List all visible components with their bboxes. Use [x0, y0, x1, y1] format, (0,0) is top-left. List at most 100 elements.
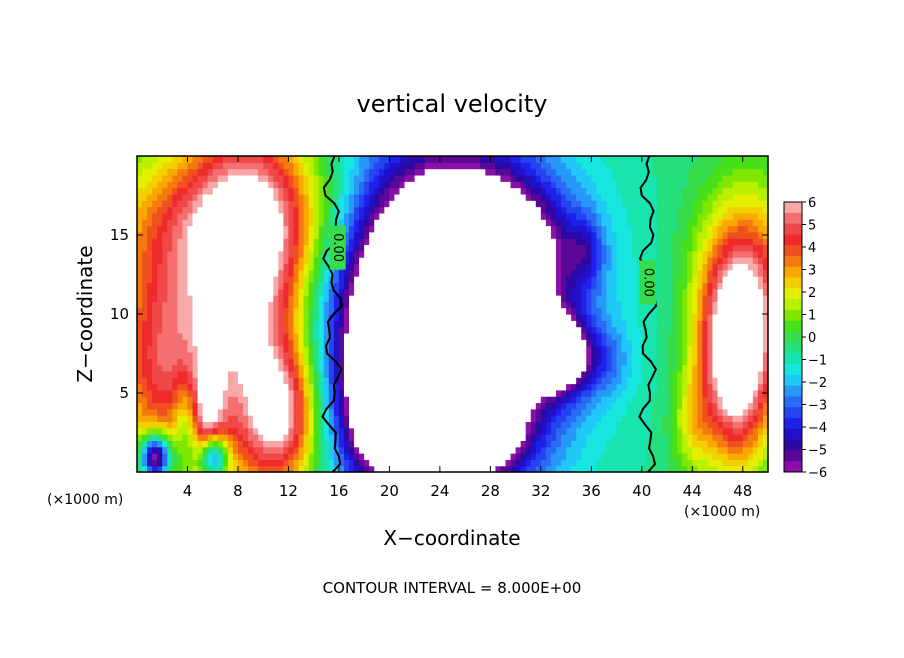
heatmap-cell [343, 174, 350, 182]
heatmap-cell [303, 225, 310, 233]
heatmap-cell [313, 187, 320, 195]
heatmap-cell [586, 339, 592, 347]
heatmap-cell [394, 231, 401, 239]
heatmap-cell [217, 389, 224, 397]
heatmap-cell [192, 181, 199, 189]
heatmap-cell [631, 263, 638, 271]
heatmap-cell [192, 351, 199, 359]
heatmap-cell [343, 301, 350, 309]
heatmap-cell [232, 238, 239, 246]
heatmap-cell [147, 231, 153, 239]
heatmap-cell [212, 370, 219, 378]
heatmap-cell [323, 396, 330, 404]
heatmap-cell [601, 339, 608, 347]
heatmap-cell [500, 364, 507, 372]
heatmap-cell [273, 358, 279, 366]
heatmap-cell [293, 257, 300, 265]
heatmap-cell [470, 402, 476, 410]
heatmap-cell [485, 415, 491, 423]
heatmap-cell [596, 238, 603, 246]
heatmap-cell [520, 225, 527, 233]
heatmap-cell [394, 427, 401, 435]
heatmap-cell [167, 193, 173, 201]
heatmap-cell [273, 332, 279, 340]
heatmap-cell [520, 156, 527, 163]
heatmap-cell [207, 370, 214, 378]
heatmap-cell [636, 383, 643, 391]
heatmap-cell [490, 408, 497, 416]
heatmap-cell [636, 326, 643, 334]
heatmap-cell [631, 320, 638, 328]
heatmap-cell [318, 181, 325, 189]
heatmap-cell [591, 459, 597, 467]
heatmap-cell [505, 187, 512, 195]
heatmap-cell [217, 364, 224, 372]
heatmap-cell [293, 396, 300, 404]
heatmap-cell [444, 370, 451, 378]
heatmap-cell [550, 168, 557, 176]
heatmap-cell [222, 383, 229, 391]
heatmap-cell [384, 288, 390, 296]
heatmap-cell [243, 364, 249, 372]
heatmap-cell [394, 257, 401, 265]
heatmap-cell [243, 162, 249, 170]
heatmap-cell [313, 250, 320, 258]
heatmap-cell [192, 459, 199, 467]
heatmap-cell [227, 238, 234, 246]
heatmap-cell [540, 377, 547, 385]
heatmap-cell [399, 301, 406, 309]
heatmap-cell [606, 370, 613, 378]
heatmap-cell [465, 257, 471, 265]
heatmap-cell [485, 295, 491, 302]
heatmap-cell [495, 238, 502, 246]
heatmap-cell [222, 244, 229, 252]
heatmap-cell [576, 200, 582, 208]
heatmap-cell [237, 326, 244, 334]
heatmap-cell [480, 238, 486, 246]
heatmap-cell [182, 156, 189, 163]
heatmap-cell [606, 440, 613, 448]
heatmap-cell [243, 377, 249, 385]
heatmap-cell [283, 156, 290, 163]
heatmap-cell [404, 389, 411, 397]
heatmap-cell [379, 156, 385, 163]
heatmap-cell [263, 238, 269, 246]
heatmap-cell [475, 364, 481, 372]
heatmap-cell [444, 377, 451, 385]
heatmap-cell [197, 168, 204, 176]
heatmap-cell [545, 453, 552, 460]
heatmap-cell [187, 434, 194, 441]
heatmap-cell [550, 162, 557, 170]
heatmap-cell [631, 339, 638, 347]
heatmap-cell [343, 269, 350, 277]
heatmap-cell [187, 288, 194, 296]
heatmap-cell [621, 377, 628, 385]
heatmap-cell [389, 219, 396, 227]
heatmap-cell [328, 427, 335, 435]
heatmap-cell [399, 314, 406, 321]
heatmap-cell [147, 288, 153, 296]
heatmap-cell [520, 446, 527, 454]
heatmap-cell [525, 465, 532, 473]
heatmap-cell [626, 402, 633, 410]
heatmap-cell [152, 453, 158, 460]
heatmap-cell [475, 276, 481, 283]
heatmap-cell [510, 370, 517, 378]
heatmap-cell [460, 187, 466, 195]
heatmap-cell [323, 314, 330, 321]
heatmap-cell [197, 332, 204, 340]
heatmap-cell [343, 276, 350, 283]
heatmap-cell [545, 206, 552, 214]
heatmap-cell [263, 231, 269, 239]
heatmap-cell [520, 389, 527, 397]
heatmap-cell [495, 168, 502, 176]
heatmap-cell [455, 276, 461, 283]
heatmap-cell [152, 295, 158, 302]
heatmap-cell [243, 453, 249, 460]
heatmap-cell [449, 345, 456, 353]
heatmap-cell [288, 225, 295, 233]
heatmap-cell [343, 212, 350, 220]
heatmap-cell [480, 212, 486, 220]
heatmap-cell [561, 301, 567, 309]
heatmap-cell [460, 332, 466, 340]
